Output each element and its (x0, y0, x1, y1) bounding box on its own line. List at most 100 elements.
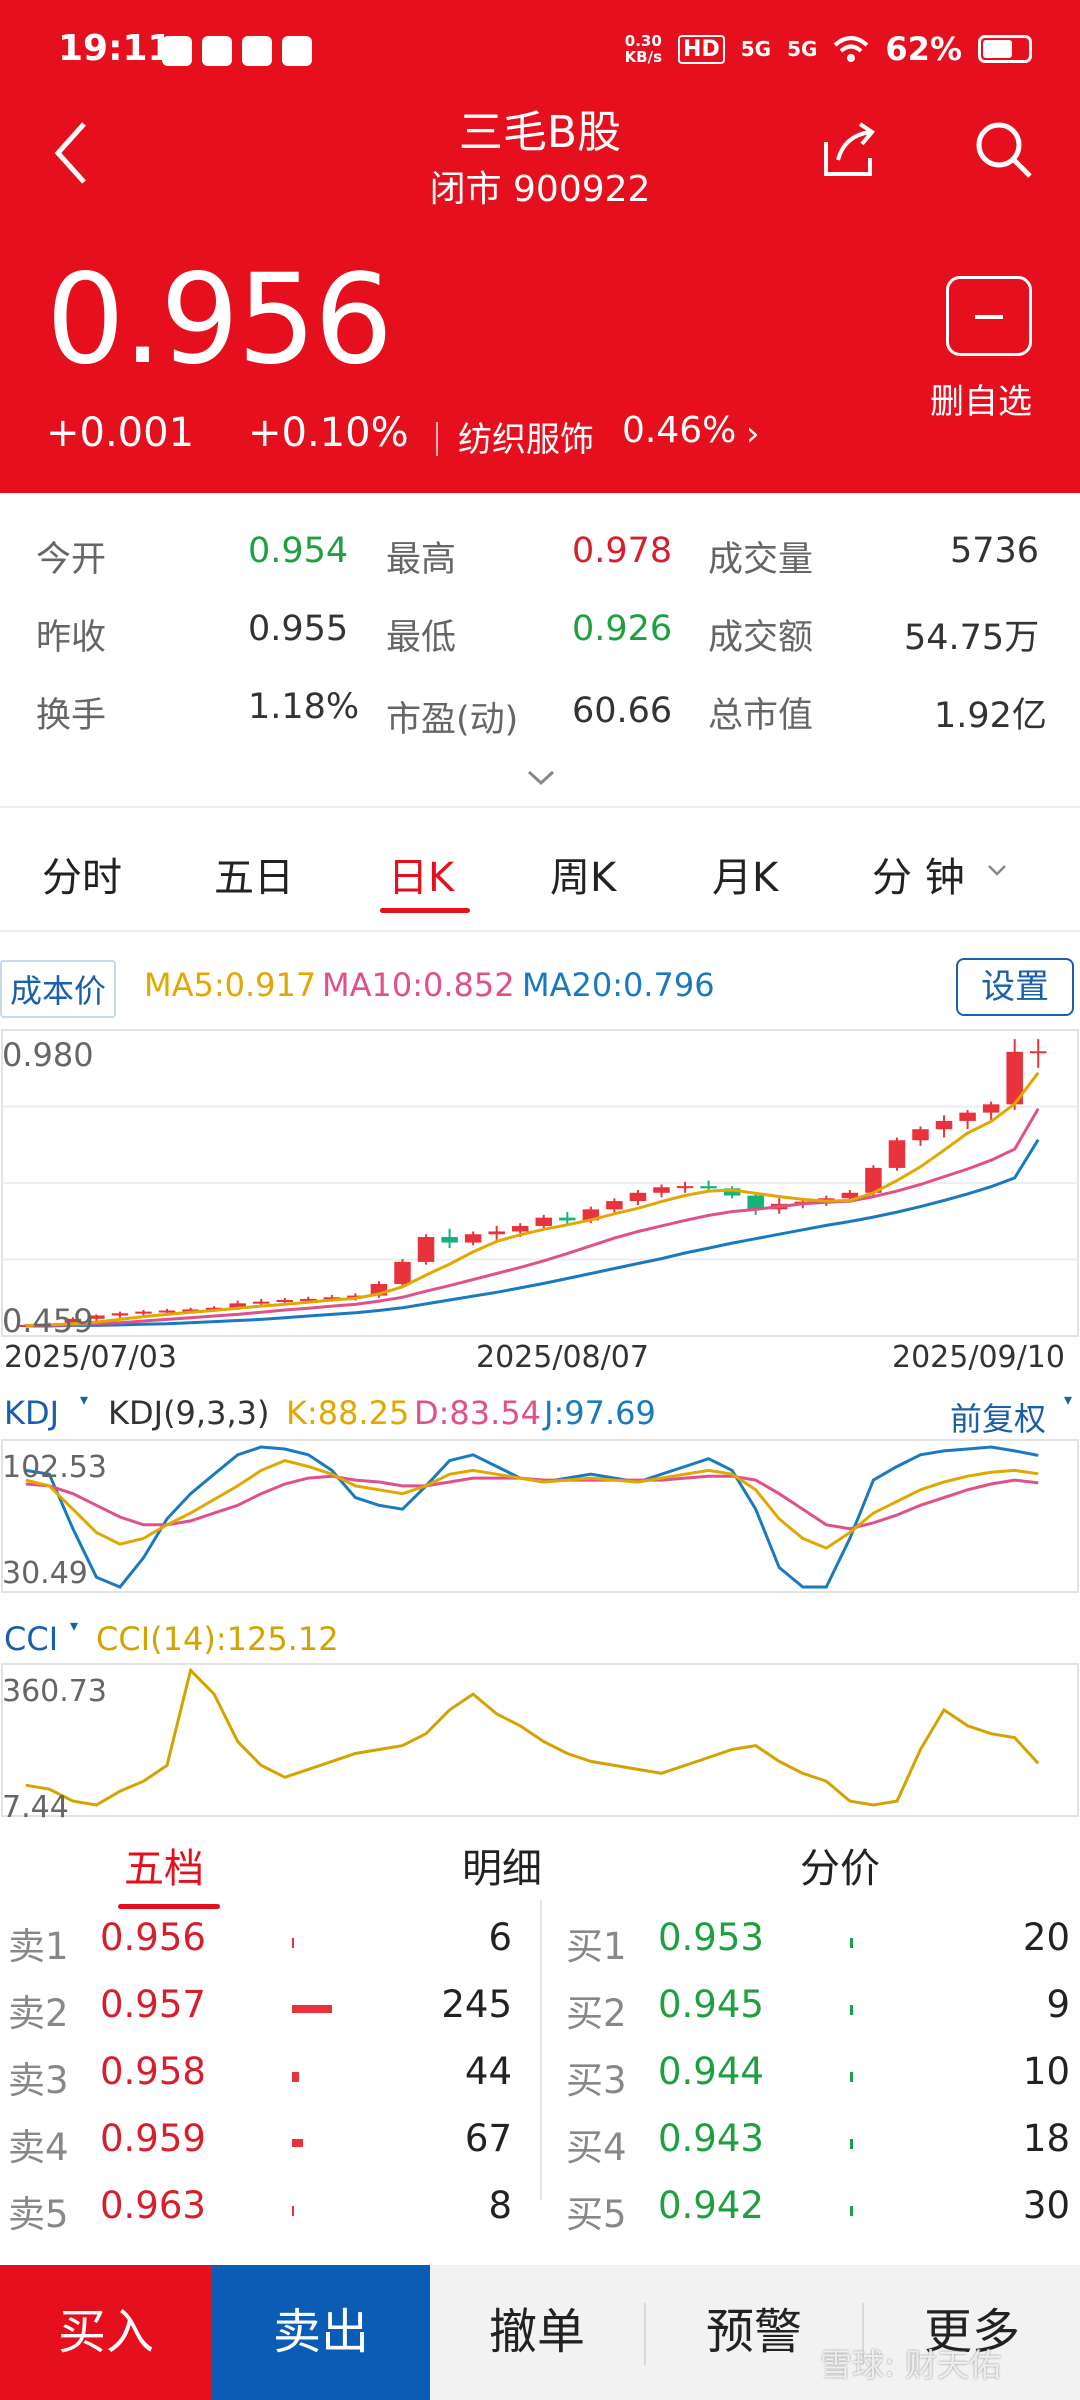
sell-button[interactable]: 卖出 (212, 2265, 430, 2400)
caret-down-icon[interactable]: ▾ (70, 1616, 79, 1635)
ask-quantity: 245 (441, 1983, 512, 2026)
stock-header: 19:11 0.30 KB/s HD 5G 5G 62% 三毛B股 (0, 0, 1080, 493)
ma10-line (25, 1108, 1040, 1328)
cci-selector[interactable]: CCI (4, 1620, 59, 1658)
pe-label: 市盈(动) (386, 700, 519, 740)
candle-body (723, 1188, 741, 1196)
low-value: 0.926 (572, 609, 673, 649)
watermark: 雪球: 财天佑 (820, 2346, 1001, 2384)
turnover-label: 换手 (36, 696, 107, 736)
search-icon[interactable] (972, 118, 1036, 182)
cost-price-toggle[interactable]: 成本价 (0, 960, 117, 1018)
net-speed-unit: KB/s (624, 48, 663, 66)
candle-body (464, 1234, 482, 1243)
caret-down-icon[interactable]: ▾ (1064, 1390, 1073, 1409)
ask-price[interactable]: 0.958 (100, 2050, 206, 2093)
status-bar: 19:11 0.30 KB/s HD 5G 5G 62% (0, 0, 1080, 100)
candle-body (300, 1298, 317, 1301)
bid-quantity: 9 (1046, 1983, 1070, 2026)
bid-level-label: 买2 (566, 1992, 627, 2035)
bid-price[interactable]: 0.942 (658, 2184, 764, 2227)
sector-name[interactable]: 纺织服饰 (458, 420, 594, 460)
date-label-start: 2025/07/03 (4, 1340, 177, 1375)
sector-change[interactable]: 0.46% (622, 410, 737, 451)
tab-monthly-k[interactable]: 月K (712, 855, 779, 901)
ma20-label: MA20:0.796 (522, 966, 715, 1004)
candle-body (841, 1192, 859, 1199)
kline-chart[interactable] (0, 1029, 1080, 1337)
buy-button[interactable]: 买入 (0, 2265, 212, 2400)
cancel-order-button[interactable]: 撤单 (488, 2304, 585, 2360)
kdj-selector[interactable]: KDJ (4, 1394, 60, 1432)
battery-percent: 62% (885, 30, 962, 68)
candle-body (182, 1309, 199, 1312)
kdj-chart[interactable] (0, 1439, 1080, 1593)
bid-price[interactable]: 0.943 (658, 2117, 764, 2160)
tab-intraday[interactable]: 分时 (42, 855, 122, 901)
bid-price[interactable]: 0.945 (658, 1983, 764, 2026)
app-icon (242, 36, 272, 66)
ask-price[interactable]: 0.956 (100, 1916, 206, 1959)
cci-chart[interactable] (0, 1663, 1080, 1817)
divider (644, 2303, 646, 2365)
open-label: 今开 (36, 540, 107, 580)
ask-level-label: 卖5 (8, 2193, 69, 2236)
open-value: 0.954 (248, 531, 349, 571)
active-tab-indicator (118, 1904, 220, 1909)
ask-volume-bar (292, 2005, 332, 2013)
bid-price[interactable]: 0.944 (658, 2050, 764, 2093)
share-icon[interactable] (818, 118, 882, 182)
candle-body (323, 1297, 341, 1300)
candle-body (229, 1303, 246, 1308)
ask-volume-bar (292, 2206, 294, 2216)
candle-body (205, 1307, 223, 1310)
back-arrow-icon[interactable] (48, 118, 98, 188)
tab-weekly-k[interactable]: 周K (550, 855, 617, 901)
tab-daily-k[interactable]: 日K (388, 855, 455, 901)
adjust-selector[interactable]: 前复权 (950, 1400, 1047, 1438)
market-status: 闭市 900922 (429, 169, 651, 210)
chevron-down-icon[interactable] (986, 863, 1008, 877)
date-label-end: 2025/09/10 (892, 1340, 1065, 1375)
remove-watchlist-button[interactable] (946, 276, 1032, 356)
bid-quantity: 18 (1022, 2117, 1070, 2160)
bid-price[interactable]: 0.953 (658, 1916, 764, 1959)
ask-quantity: 67 (464, 2117, 512, 2160)
caret-down-icon[interactable]: ▾ (80, 1390, 89, 1409)
tab-price-distribution[interactable]: 分价 (800, 1846, 880, 1892)
hd-icon: HD (678, 34, 725, 64)
quote-stats: 今开 0.954 最高 0.978 成交量 5736 昨收 0.955 最低 0… (0, 493, 1080, 805)
settings-button[interactable]: 设置 (956, 958, 1074, 1016)
net-speed: 0.30 KB/s (625, 33, 662, 65)
remove-watchlist-label[interactable]: 删自选 (930, 382, 1032, 422)
ask-level-label: 卖4 (8, 2126, 69, 2169)
tab-five-day[interactable]: 五日 (214, 855, 294, 901)
chevron-right-icon[interactable]: › (746, 414, 760, 454)
market-cap-label: 总市值 (708, 696, 814, 736)
volume-value: 5736 (950, 531, 1040, 571)
pe-value: 60.66 (572, 691, 673, 731)
ask-price[interactable]: 0.957 (100, 1983, 206, 2026)
kdj-axis-max: 102.53 (2, 1450, 107, 1485)
candle-body (347, 1295, 364, 1298)
ask-price[interactable]: 0.959 (100, 2117, 206, 2160)
more-button[interactable]: 更多 (923, 2304, 1020, 2360)
ma20-line (25, 1138, 1040, 1328)
ask-price[interactable]: 0.963 (100, 2184, 206, 2227)
alert-button[interactable]: 预警 (705, 2304, 802, 2360)
tab-level5[interactable]: 五档 (124, 1846, 204, 1892)
kdj-axis-min: 30.49 (2, 1556, 88, 1591)
tab-details[interactable]: 明细 (462, 1846, 542, 1892)
app-icon (162, 36, 192, 66)
divider (0, 930, 1080, 932)
cci-axis-max: 360.73 (2, 1674, 107, 1709)
candle-body (17, 1324, 35, 1327)
ma10-label: MA10:0.852 (322, 966, 515, 1004)
ask-volume-bar (292, 2139, 303, 2147)
candle-body (559, 1217, 576, 1221)
chevron-down-icon[interactable] (526, 768, 556, 788)
minus-icon (975, 315, 1003, 319)
candle-body (252, 1301, 270, 1304)
kdj-j: J:97.69 (544, 1394, 656, 1432)
tab-minute[interactable]: 分 钟 (872, 855, 965, 901)
